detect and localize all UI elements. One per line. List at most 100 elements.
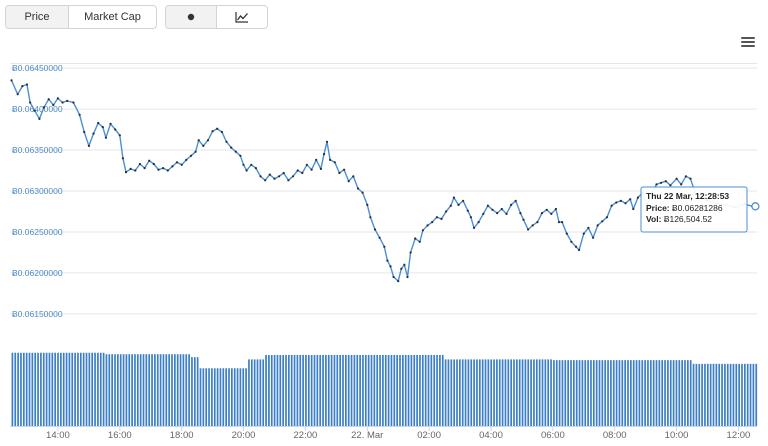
volume-bar [376,354,379,426]
volume-bar [439,354,441,426]
volume-bar [598,360,601,426]
volume-bar [148,354,151,426]
price-point [216,127,219,130]
price-point [675,177,678,180]
volume-bar [507,359,510,426]
tooltip-vol: Vol: Ƀ126,504.52 [646,214,712,224]
volume-bar [248,359,250,426]
x-tick-label: 16:00 [108,430,132,441]
volume-bar [470,359,473,426]
volume-bar [496,359,498,426]
tab-price[interactable]: Price [6,6,68,28]
volume-bar [156,354,159,426]
volume-bar [77,352,79,426]
price-point [16,93,19,96]
price-point [565,232,568,235]
volume-bar [245,368,247,426]
price-point [369,216,372,219]
price-point [83,130,86,134]
volume-bar [65,352,68,426]
volume-bar [313,354,316,426]
volume-bar [162,354,165,426]
volume-bar [504,359,507,426]
price-point [561,221,564,224]
line-style-button[interactable] [216,6,267,28]
volume-bar [741,363,743,426]
volume-bar [285,354,287,426]
volume-bar [621,360,624,426]
price-point [101,126,104,129]
hamburger-menu-icon[interactable] [741,37,755,49]
volume-bar [382,354,384,426]
volume-bar [684,360,686,426]
x-tick-label: 14:00 [46,430,70,441]
volume-bar [82,352,85,426]
volume-bar [638,360,641,426]
price-point [500,207,503,211]
volume-bar [131,354,133,426]
volume-bar [535,359,538,426]
volume-bar [584,360,587,426]
volume-bar [393,354,396,426]
x-tick-label: 08:00 [603,430,627,441]
volume-bar [413,354,416,426]
volume-bar [40,352,42,426]
price-point [505,212,508,215]
volume-bar [151,354,153,426]
volume-bar [79,352,82,426]
price-point [619,199,623,202]
volume-bar [142,354,145,426]
volume-bar [709,363,712,426]
x-tick-label: 10:00 [665,430,689,441]
price-point [680,183,683,186]
price-point [92,132,95,135]
volume-bar [231,368,233,426]
volume-bar [578,360,581,426]
tooltip-vol-label: Vol: [646,214,662,224]
volume-bar [54,352,56,426]
volume-bar [715,363,718,426]
volume-bar [211,368,213,426]
volume-bar [37,352,39,426]
price-point [329,158,332,161]
volume-bar [387,354,390,426]
tab-market-cap[interactable]: Market Cap [68,6,156,28]
volume-bar [99,352,102,426]
price-point [162,167,165,170]
volume-bar [550,359,552,426]
price-point [570,240,573,243]
volume-bar [510,359,512,426]
volume-bar [655,360,658,426]
volume-bar [102,352,105,426]
dot-style-button[interactable] [166,6,216,28]
volume-bar [513,359,515,426]
price-point [296,169,299,172]
volume-bar [45,352,48,426]
price-point [397,280,400,283]
price-point [386,259,389,262]
price-point [325,140,329,143]
volume-bar [359,354,361,426]
price-point [574,245,578,248]
volume-bar [447,359,450,426]
price-point [333,161,336,164]
price-point [78,113,81,116]
volume-bar [125,354,128,426]
volume-bar [675,360,678,426]
volume-bar [11,352,14,426]
volume-bar [402,354,404,426]
volume-bar [575,360,578,426]
volume-bar [111,354,113,426]
price-point [206,139,210,142]
volume-bar [453,359,455,426]
volume-bar [732,363,735,426]
price-point [211,130,214,133]
price-point [87,144,90,147]
price-point [373,228,377,231]
price-point [383,245,386,248]
volume-bar [154,354,156,426]
price-point [194,150,197,153]
price-point [431,221,434,224]
volume-bar [159,354,162,426]
volume-bar [48,352,51,426]
